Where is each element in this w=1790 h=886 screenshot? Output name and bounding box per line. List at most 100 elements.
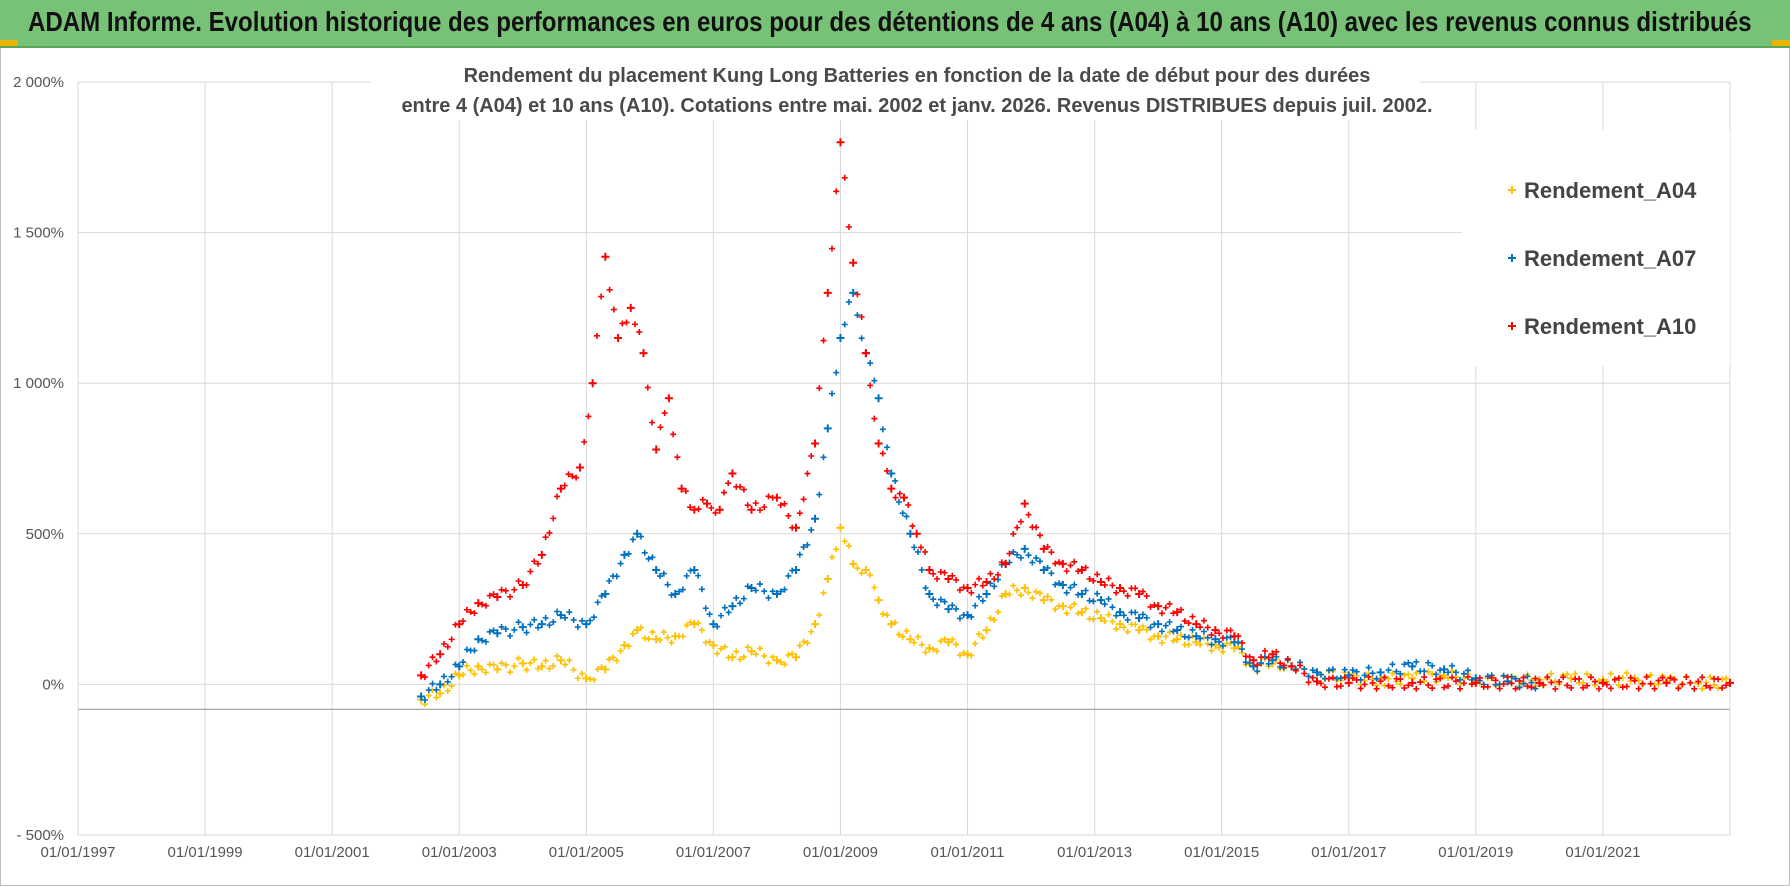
data-point-A07 — [781, 586, 788, 593]
data-point-A07 — [1036, 558, 1043, 565]
data-point-A07 — [930, 596, 937, 603]
data-point-A04 — [934, 648, 941, 655]
legend-marker-A04 — [1508, 186, 1516, 194]
data-point-A10 — [1173, 608, 1182, 617]
data-point-A04 — [922, 649, 929, 656]
data-point-A07 — [1052, 581, 1059, 588]
data-point-A07 — [579, 617, 586, 624]
data-point-A10 — [467, 608, 474, 615]
data-point-A10 — [1595, 685, 1602, 692]
data-point-A10 — [1349, 675, 1356, 682]
data-point-A10 — [593, 332, 600, 339]
data-point-A10 — [956, 587, 963, 594]
data-point-A07 — [1192, 632, 1201, 641]
data-point-A07 — [1445, 669, 1452, 676]
data-point-A04 — [871, 584, 878, 591]
y-tick-label: 1 000% — [13, 375, 64, 392]
data-point-A07 — [587, 617, 594, 624]
data-point-A10 — [1147, 603, 1154, 610]
data-point-A10 — [1691, 685, 1698, 692]
data-point-A07 — [1421, 668, 1428, 675]
data-point-A10 — [1484, 683, 1491, 690]
data-point-A07 — [820, 454, 827, 461]
data-point-A07 — [963, 611, 972, 620]
data-point-A10 — [1500, 681, 1507, 688]
data-point-A10 — [1204, 624, 1211, 631]
data-point-A04 — [645, 635, 652, 642]
x-tick-label: 01/01/1999 — [168, 844, 243, 861]
legend-marker-A07 — [1508, 254, 1516, 262]
data-point-A04 — [1071, 600, 1078, 607]
data-point-A04 — [968, 652, 975, 659]
y-tick-label: - 500% — [16, 827, 64, 844]
data-point-A10 — [575, 463, 584, 472]
data-point-A04 — [709, 641, 718, 650]
data-point-A04 — [507, 669, 514, 676]
data-point-A10 — [1063, 568, 1070, 575]
data-point-A10 — [550, 515, 557, 522]
data-point-A10 — [1607, 685, 1614, 692]
data-point-A04 — [613, 657, 620, 664]
data-point-A10 — [581, 438, 588, 445]
data-point-A04 — [542, 657, 549, 664]
data-point-A04 — [995, 609, 1002, 616]
axes: 2 000% 1 500% 1 000% 500% 0% - 500%01/01/1997… — [13, 74, 1730, 861]
data-point-A10 — [820, 337, 827, 344]
data-point-A10 — [1433, 676, 1440, 683]
data-point-A10 — [1675, 685, 1682, 692]
data-point-A10 — [486, 592, 493, 599]
data-point-A07 — [606, 578, 613, 585]
data-point-A07 — [1017, 554, 1024, 561]
data-point-A07 — [833, 369, 840, 376]
data-point-A04 — [858, 570, 865, 577]
data-point-A10 — [987, 570, 994, 577]
data-point-A10 — [1631, 677, 1638, 684]
data-point-A10 — [664, 394, 673, 403]
data-point-A10 — [1643, 673, 1650, 680]
data-point-A04 — [721, 643, 728, 650]
data-point-A07 — [1329, 666, 1336, 673]
data-point-A10 — [1508, 680, 1515, 687]
y-tick-label: 2 000% — [13, 74, 64, 91]
data-point-A04 — [1124, 628, 1131, 635]
data-point-A07 — [594, 599, 601, 606]
data-point-A10 — [982, 577, 991, 586]
data-point-A04 — [1048, 596, 1055, 603]
data-point-A07 — [1166, 619, 1173, 626]
data-point-A10 — [639, 349, 648, 358]
data-point-A04 — [982, 626, 991, 635]
data-point-A10 — [725, 480, 732, 487]
data-point-A10 — [670, 431, 677, 438]
data-point-A07 — [1044, 564, 1051, 571]
data-point-A10 — [1715, 676, 1722, 683]
data-point-A07 — [649, 554, 656, 561]
data-point-A10 — [417, 671, 426, 680]
data-point-A10 — [1048, 549, 1055, 556]
data-point-A10 — [1017, 518, 1024, 525]
data-point-A10 — [1058, 559, 1067, 568]
data-point-A10 — [554, 493, 561, 500]
data-point-A04 — [1010, 582, 1017, 589]
data-point-A10 — [565, 471, 572, 478]
data-point-A10 — [861, 349, 870, 358]
data-point-A07 — [1067, 584, 1074, 591]
data-point-A07 — [841, 321, 848, 328]
data-point-A10 — [777, 502, 784, 509]
data-point-A10 — [1564, 682, 1571, 689]
data-point-A07 — [1452, 669, 1459, 676]
data-point-A10 — [905, 502, 912, 509]
data-point-A10 — [1090, 577, 1097, 584]
x-tick-label: 01/01/2017 — [1311, 844, 1386, 861]
data-point-A04 — [1707, 674, 1714, 681]
x-tick-label: 01/01/2015 — [1184, 844, 1259, 861]
corner-accent-right — [1772, 40, 1790, 46]
data-point-A04 — [733, 648, 740, 655]
data-point-A07 — [1265, 660, 1272, 667]
data-point-A07 — [725, 609, 732, 616]
data-point-A04 — [895, 631, 902, 638]
data-point-A04 — [874, 596, 883, 605]
x-tick-label: 01/01/2001 — [295, 844, 370, 861]
data-point-A10 — [1488, 674, 1495, 681]
data-point-A04 — [761, 652, 768, 659]
data-point-A07 — [1313, 668, 1321, 677]
